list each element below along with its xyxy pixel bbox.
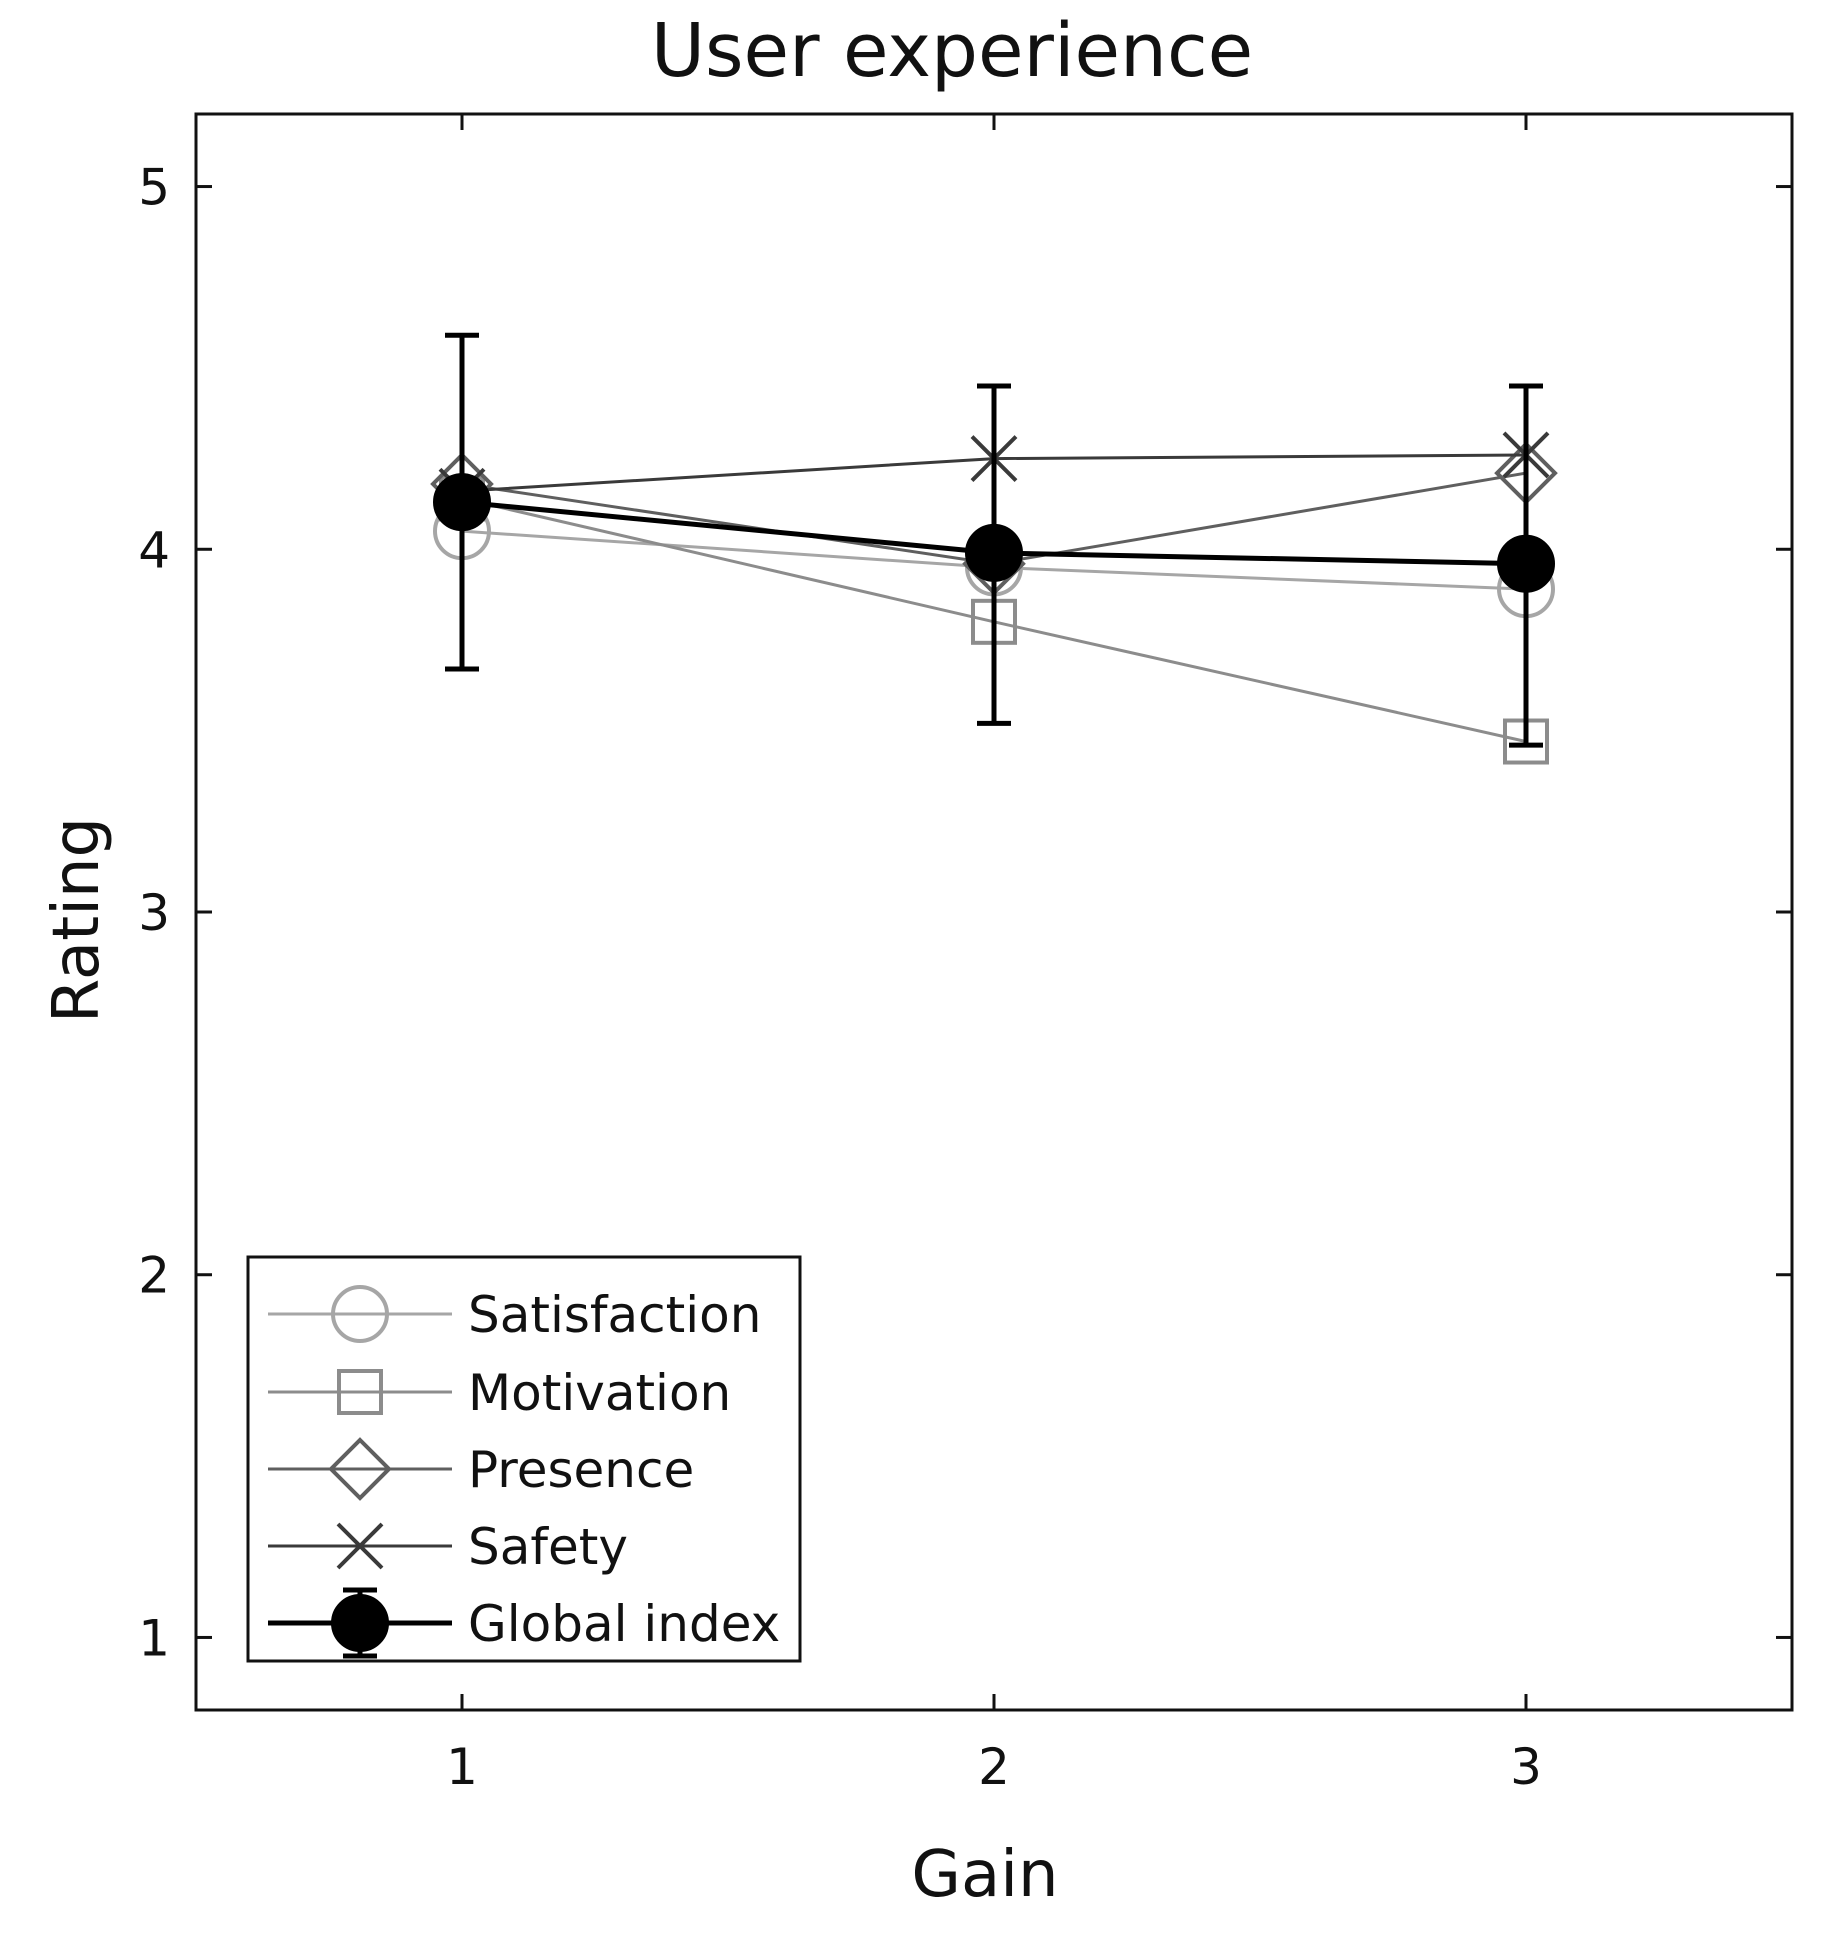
x-tick-label: 1 — [446, 1738, 478, 1796]
y-tick-label: 1 — [138, 1609, 170, 1667]
x-tick-label: 3 — [1510, 1738, 1542, 1796]
filled-circle-marker — [965, 523, 1023, 582]
square-marker — [337, 1369, 383, 1415]
x-marker-stroke — [336, 1522, 384, 1570]
legend-label: Safety — [468, 1518, 628, 1576]
y-tick-label: 2 — [138, 1247, 170, 1305]
y-tick-label: 4 — [138, 521, 170, 579]
filled-circle-marker — [331, 1594, 389, 1652]
x-marker — [336, 1522, 384, 1570]
legend-label: Satisfaction — [468, 1286, 761, 1344]
legend-entry-satisfaction: Satisfaction — [268, 1285, 761, 1344]
x-tick-label: 2 — [978, 1738, 1010, 1796]
y-tick-label: 5 — [138, 159, 170, 217]
legend-entry-presence: Presence — [268, 1437, 694, 1501]
series-global-index — [433, 332, 1555, 748]
diamond-marker — [328, 1437, 392, 1501]
y-tick-label: 3 — [138, 884, 170, 942]
legend-label: Global index — [468, 1595, 780, 1653]
y-axis-label: Rating — [40, 817, 114, 1023]
filled-circle-marker — [433, 473, 491, 532]
x-axis-label: Gain — [911, 1838, 1058, 1912]
legend-entry-motivation: Motivation — [268, 1364, 731, 1422]
series-layer — [430, 332, 1558, 765]
legend-entry-safety: Safety — [268, 1518, 628, 1576]
legend-label: Presence — [468, 1441, 694, 1499]
x-axis: 1 2 3 — [446, 114, 1542, 1796]
circle-marker — [331, 1285, 389, 1343]
chart-title: User experience — [651, 8, 1253, 94]
legend-entry-global-index: Global index — [268, 1587, 780, 1659]
filled-circle-marker — [1497, 534, 1555, 593]
legend-label: Motivation — [468, 1364, 731, 1422]
y-axis: 1 2 3 4 5 — [138, 159, 1792, 1667]
legend: Satisfaction Motivation Presence Safety Glob… — [246, 1255, 802, 1663]
